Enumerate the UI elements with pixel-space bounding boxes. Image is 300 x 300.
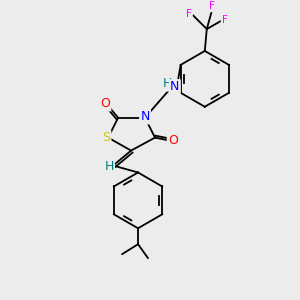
Text: O: O [168,134,178,147]
Text: F: F [222,15,228,25]
Text: F: F [186,9,192,19]
Text: O: O [100,97,110,110]
Text: N: N [140,110,150,123]
Text: N: N [170,80,180,93]
Text: F: F [209,1,215,11]
Text: S: S [102,131,110,144]
Text: H: H [104,160,114,173]
Text: H: H [163,77,172,90]
